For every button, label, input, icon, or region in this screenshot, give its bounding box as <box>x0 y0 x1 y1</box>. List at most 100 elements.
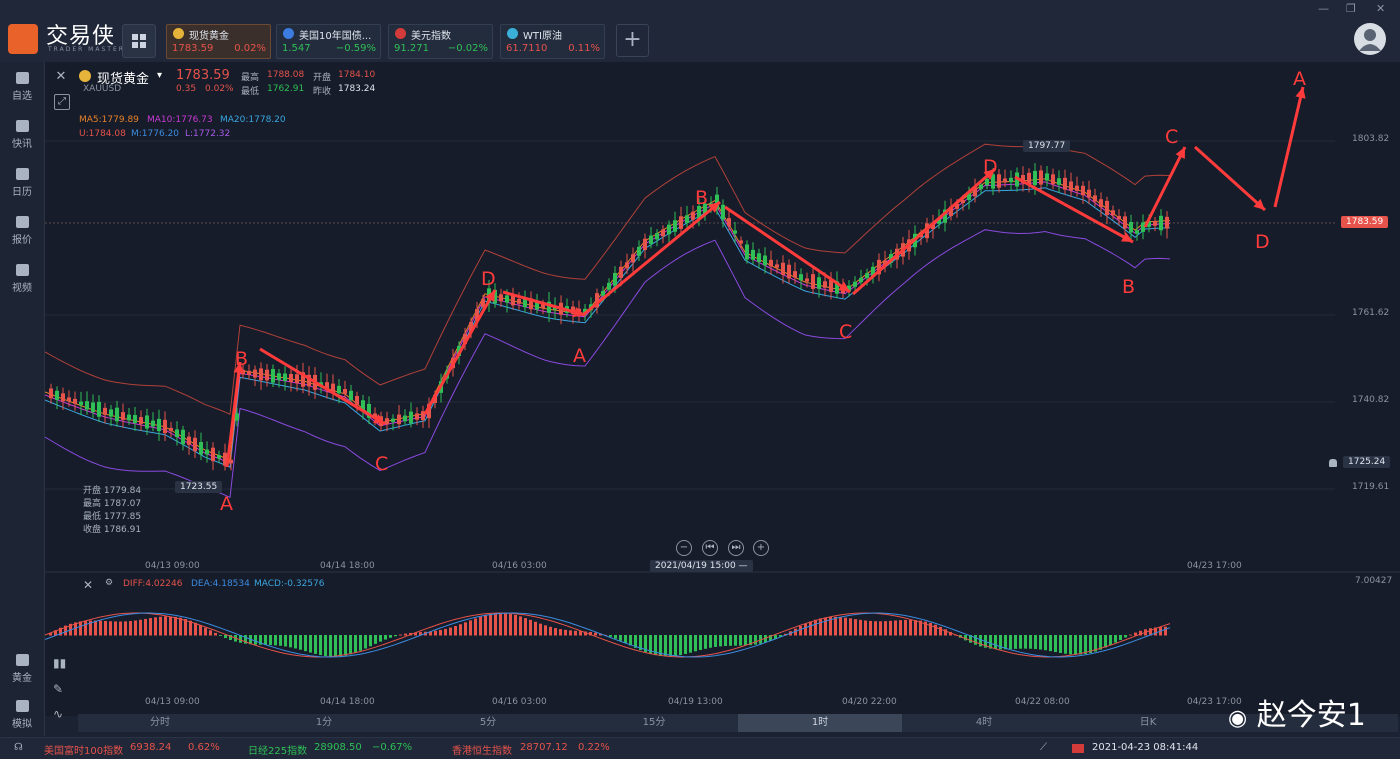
period-tab[interactable]: 15分 <box>642 717 666 728</box>
annotation-arrow <box>1193 145 1267 212</box>
draw-tool-icon[interactable]: ⤢ <box>54 94 70 110</box>
ohlc-low: 最低 1777.85 <box>83 512 142 522</box>
tab-gold[interactable]: 现货黄金 1783.59 0.02% <box>166 24 271 59</box>
scroll-left-icon[interactable]: ⏮ <box>702 540 718 556</box>
period-tab[interactable]: 5分 <box>479 717 497 728</box>
settings-icon[interactable]: ⚙ <box>105 578 114 588</box>
sidebar-item-news[interactable]: 快讯 <box>0 120 44 150</box>
annotation-arrow <box>259 347 386 426</box>
tab-us10y[interactable]: 美国10年国债... 1.547 −0.59% <box>276 24 381 59</box>
macd-dea-line <box>45 612 1171 658</box>
tab-wti[interactable]: WTI原油 61.7110 0.11% <box>500 24 605 59</box>
candle <box>1135 230 1139 234</box>
macd-bar <box>174 616 177 636</box>
weibo-icon: ◉ <box>1228 706 1248 731</box>
status-bar: ☊ 美国富时100指数 6938.24 0.62% 日经225指数 28908.… <box>0 737 1400 759</box>
sidebar-item-demo[interactable]: 模拟 <box>0 700 44 730</box>
ticker-name[interactable]: 香港恒生指数 <box>452 746 512 757</box>
candle <box>175 429 179 438</box>
macd-bar <box>379 635 382 642</box>
candle <box>127 414 131 421</box>
signal-icon[interactable]: ⟋ <box>1040 742 1047 753</box>
annotation-letter: C <box>375 453 388 475</box>
ticker-name[interactable]: 日经225指数 <box>248 746 308 757</box>
macd-bar <box>474 618 477 636</box>
candle <box>1027 172 1031 185</box>
macd-bar <box>444 628 447 636</box>
ticker-name[interactable]: 美国富时100指数 <box>44 746 124 757</box>
open-label: 开盘 <box>313 73 332 83</box>
macd-bar <box>64 625 67 636</box>
macd-bar <box>274 635 277 646</box>
period-tab-active[interactable]: 1时 <box>738 714 902 732</box>
candle <box>1057 178 1061 185</box>
restore-button[interactable]: ❐ <box>1346 2 1356 15</box>
sidebar-item-video[interactable]: 视频 <box>0 264 44 294</box>
close-macd-icon[interactable]: ✕ <box>83 578 94 592</box>
sidebar-item-quotes[interactable]: 报价 <box>0 216 44 246</box>
candle <box>295 374 299 384</box>
headset-icon[interactable]: ☊ <box>14 742 23 753</box>
ticker-pct: −0.67% <box>372 742 413 753</box>
macd-bar <box>599 633 602 636</box>
macd-bar <box>54 630 57 636</box>
period-tab[interactable]: 分时 <box>150 717 170 728</box>
close-button[interactable]: ✕ <box>1376 2 1386 15</box>
macd-dea-label: DEA:4.18534 <box>191 579 250 589</box>
candle <box>817 277 821 289</box>
y-tick: 1740.82 <box>1352 395 1390 405</box>
candle <box>799 274 803 281</box>
macd-bar <box>459 624 462 636</box>
minimize-button[interactable]: — <box>1318 2 1329 15</box>
sidebar-item-watchlist[interactable]: 自选 <box>0 72 44 102</box>
arrow-head <box>233 362 244 374</box>
x-tick: 04/14 18:00 <box>320 561 375 571</box>
indicator-icon[interactable]: ▮▮ <box>53 656 67 670</box>
zoom-in-icon[interactable]: + <box>753 540 769 556</box>
sidebar-item-gold[interactable]: 黄金 <box>0 654 44 684</box>
symbol-name[interactable]: 现货黄金 <box>97 72 150 87</box>
macd-bar <box>389 635 392 638</box>
period-tab[interactable]: 4时 <box>975 717 993 728</box>
macd-bar <box>484 615 487 636</box>
chevron-down-icon[interactable]: ▾ <box>157 70 163 81</box>
candle <box>1111 210 1115 216</box>
macd-bar <box>1084 635 1087 654</box>
macd-bar <box>889 620 892 636</box>
candle <box>517 298 521 304</box>
arrow-head <box>1175 147 1185 159</box>
candle <box>301 372 305 387</box>
pen-icon[interactable]: ✎ <box>53 682 64 696</box>
zoom-out-icon[interactable]: − <box>676 540 692 556</box>
candle <box>1069 181 1073 191</box>
sidebar-item-calendar[interactable]: 日历 <box>0 168 44 198</box>
candle <box>775 264 779 268</box>
symbol-change: 0.35 <box>176 84 197 94</box>
macd-bar <box>949 631 952 636</box>
add-tab-button[interactable]: + <box>616 24 649 57</box>
candle <box>973 187 977 197</box>
tab-dxy[interactable]: 美元指数 91.271 −0.02% <box>388 24 493 59</box>
candle <box>157 418 161 432</box>
macd-bar <box>184 619 187 636</box>
boll-m-label: M:1776.20 <box>131 129 180 139</box>
chart-area[interactable]: A B C D A B C D B C D A ✕ ⤢ 现货黄金 ▾ XAUUSD 1783.59 0… <box>45 62 1400 721</box>
line-chart-icon[interactable]: ∿ <box>53 707 64 721</box>
candle <box>1075 185 1079 191</box>
candle <box>403 415 407 422</box>
macd-bar <box>364 635 367 649</box>
avatar[interactable] <box>1354 23 1386 55</box>
arrow-head <box>1295 87 1306 99</box>
macd-bar <box>439 629 442 636</box>
grid-layout-button[interactable] <box>122 24 156 58</box>
close-chart-icon[interactable]: ✕ <box>55 69 67 84</box>
macd-bar <box>1054 635 1057 653</box>
bell-icon[interactable] <box>1329 459 1337 467</box>
macd-bar <box>584 631 587 636</box>
period-tab[interactable]: 1分 <box>315 717 333 728</box>
period-tab[interactable]: 日K <box>1139 717 1157 728</box>
scroll-right-icon[interactable]: ⏭ <box>728 540 744 556</box>
macd-bar <box>964 635 967 641</box>
chart-canvas[interactable]: A B C D A B C D B C D A <box>45 62 1400 716</box>
oil-icon <box>507 28 518 39</box>
